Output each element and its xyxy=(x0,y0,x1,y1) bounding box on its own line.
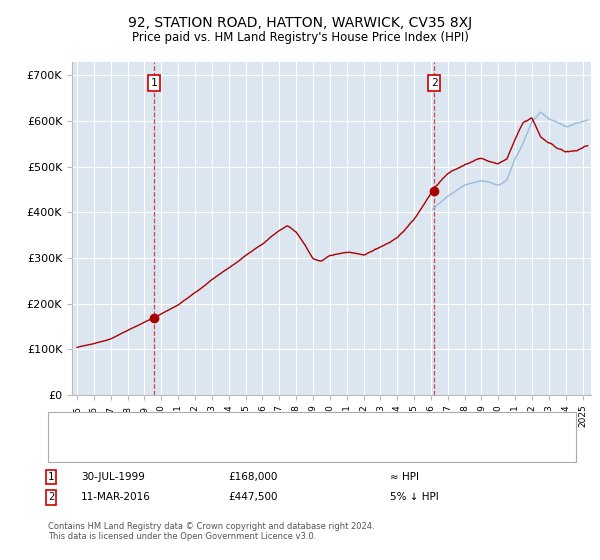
Text: 11-MAR-2016: 11-MAR-2016 xyxy=(81,492,151,502)
Text: ≈ HPI: ≈ HPI xyxy=(390,472,419,482)
Text: £447,500: £447,500 xyxy=(228,492,277,502)
Text: 5% ↓ HPI: 5% ↓ HPI xyxy=(390,492,439,502)
Text: ———: ——— xyxy=(57,419,94,432)
Text: 1: 1 xyxy=(151,78,158,88)
Text: £168,000: £168,000 xyxy=(228,472,277,482)
Text: 2: 2 xyxy=(431,78,437,88)
Text: Price paid vs. HM Land Registry's House Price Index (HPI): Price paid vs. HM Land Registry's House … xyxy=(131,31,469,44)
Text: 92, STATION ROAD, HATTON, WARWICK, CV35 8XJ: 92, STATION ROAD, HATTON, WARWICK, CV35 … xyxy=(128,16,472,30)
Text: 30-JUL-1999: 30-JUL-1999 xyxy=(81,472,145,482)
Text: HPI: Average price, detached house, Warwick: HPI: Average price, detached house, Warw… xyxy=(99,445,320,454)
Text: Contains HM Land Registry data © Crown copyright and database right 2024.
This d: Contains HM Land Registry data © Crown c… xyxy=(48,522,374,542)
Text: 1: 1 xyxy=(48,472,54,482)
Text: ———: ——— xyxy=(57,443,94,456)
Text: 2: 2 xyxy=(48,492,54,502)
Text: 92, STATION ROAD, HATTON, WARWICK, CV35 8XJ (detached house): 92, STATION ROAD, HATTON, WARWICK, CV35 … xyxy=(99,421,430,431)
